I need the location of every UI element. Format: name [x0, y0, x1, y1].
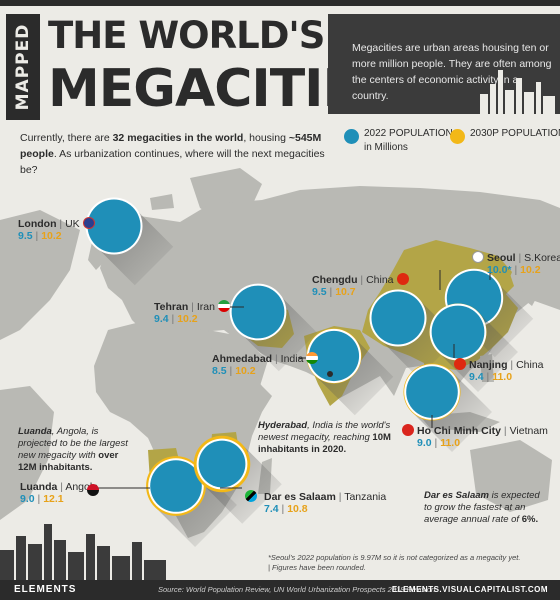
luanda-note: Luanda, Angola, is projected to be the l… [18, 426, 128, 473]
mapped-label: MAPPED [13, 23, 33, 111]
iran-flag-icon [217, 300, 230, 312]
top-bar [0, 0, 560, 6]
bubble-2022-hcmc [406, 366, 458, 418]
americas-shape [0, 210, 80, 340]
skyline-icon [480, 70, 555, 114]
bottom-skyline-icon [0, 524, 166, 580]
legend-2022-label: 2022 POPULATION [364, 128, 453, 139]
footnote: *Seoul's 2022 population is 9.97M so it … [268, 553, 521, 572]
brand-logo: ELEMENTS [14, 584, 77, 595]
intro-text: Megacities are urban areas housing ten o… [352, 42, 552, 102]
south-america-shape [0, 386, 54, 520]
label-nanjing: Nanjing | China 9.4 | 11.0 [454, 358, 544, 383]
legend-unit: in Millions [364, 142, 408, 153]
bubble-2022-london [87, 199, 141, 253]
mapped-badge: MAPPED [6, 14, 40, 120]
korea-region [498, 268, 514, 296]
label-tehran: Tehran | Iran 9.4 | 10.2 [154, 300, 230, 325]
uk-flag-icon [82, 217, 95, 229]
label-ahmedabad: Ahmedabad | India 8.5 | 10.2 [212, 352, 319, 377]
tanzania-flag-icon [245, 490, 257, 502]
legend-2030-label: 2030P POPULATION [470, 128, 560, 139]
china-flag-icon [454, 358, 466, 370]
label-london: London | UK 9.5 | 10.2 [18, 217, 95, 242]
bubbles [85, 197, 534, 547]
world-map [0, 168, 560, 547]
bubble-2022-ahmedabad [308, 330, 360, 382]
bubble-2022-tehran [231, 285, 285, 339]
footer: ELEMENTS Source: World Population Review… [0, 580, 560, 600]
bubble-2022-dar-es-salaam [198, 440, 246, 488]
label-dar-es-salaam: Dar es Salaam | Tanzania 7.4 | 10.8 [264, 491, 387, 515]
legend-2022-dot [344, 129, 359, 144]
lead-text: Currently, there are 32 megacities in th… [20, 132, 325, 176]
hyderabad-dot [327, 371, 333, 377]
iceland-shape [150, 194, 174, 210]
bubble-2022-luanda [150, 460, 202, 512]
bubble-2022-chengdu [371, 291, 425, 345]
angola-flag-icon [87, 484, 99, 496]
dar-note: Dar es Salaam is expected to grow the fa… [424, 490, 540, 525]
india-flag-icon [306, 352, 319, 364]
australia-shape [470, 440, 552, 512]
label-luanda: Luanda | Angola 9.0 | 12.1 [20, 481, 99, 505]
label-hcmc: Ho Chi Minh City | Vietnam 9.0 | 11.0 [402, 424, 548, 449]
hyderabad-note: Hyderabad, India is the world's newest m… [258, 420, 391, 455]
arabia-shape [208, 330, 268, 392]
footer-url[interactable]: ELEMENTS.VISUALCAPITALIST.COM [391, 585, 548, 594]
japan-shape [522, 256, 544, 306]
vietnam-flag-icon [402, 424, 414, 436]
korea-flag-icon [472, 251, 484, 263]
bubble-2022-nanjing [431, 305, 485, 359]
label-seoul: Seoul | S.Korea 10.0* | 10.2 [472, 251, 560, 276]
legend-2030-dot [450, 129, 465, 144]
source-text: Source: World Population Review, UN Worl… [158, 585, 436, 594]
label-chengdu: Chengdu | China 9.5 | 10.7 [312, 273, 409, 298]
china-flag-icon [396, 273, 409, 285]
